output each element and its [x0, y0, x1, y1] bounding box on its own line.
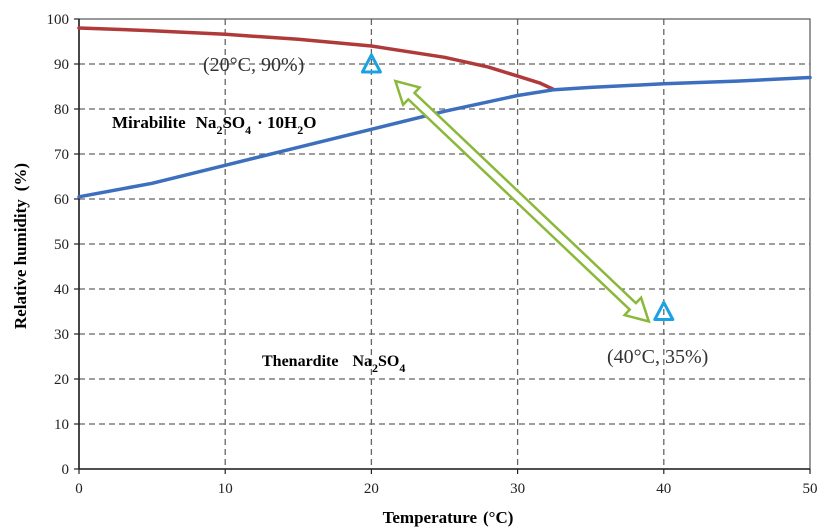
y-tick-labels: 0 10 20 30 40 50 60 70 80 90 100: [47, 12, 70, 478]
thenardite-label: Thenardite Na2SO4: [262, 353, 405, 375]
double-arrow-shape: [393, 79, 651, 324]
mirabilite-name: Mirabilite: [112, 113, 186, 132]
triangle-marker-a: [360, 53, 382, 74]
y-axis-label: Relative humidity: [11, 199, 30, 329]
mirabilite-formula-o: O: [303, 113, 316, 132]
x-tick-label: 30: [510, 481, 525, 497]
y-tick-label: 60: [54, 192, 69, 208]
triangle-marker-b: [653, 301, 675, 321]
mirabilite-formula-sub2: 4: [245, 123, 251, 137]
y-axis-unit: (%): [11, 163, 30, 191]
x-tick-label: 50: [803, 481, 818, 497]
x-axis-title: Temperature (°C): [383, 508, 514, 527]
thenardite-formula-so: SO: [378, 353, 399, 370]
y-tick-label: 20: [54, 372, 69, 388]
thenardite-formula-na: Na: [352, 353, 372, 370]
series-line-1: [77, 26, 556, 92]
y-tick-label: 50: [54, 237, 69, 253]
x-axis-unit: (°C): [483, 508, 513, 527]
markers: [360, 53, 675, 321]
y-tick-label: 70: [54, 147, 69, 163]
x-tick-label: 20: [364, 481, 379, 497]
y-tick-label: 100: [47, 12, 70, 28]
annotation-point-b: (40°C, 35%): [607, 346, 708, 368]
grid-lines: [79, 19, 810, 469]
y-tick-label: 30: [54, 327, 69, 343]
x-tick-labels: 0 10 20 30 40 50: [75, 481, 817, 497]
y-tick-label: 40: [54, 282, 69, 298]
y-axis-title: Relative humidity (%): [11, 163, 30, 329]
x-tick-label: 40: [656, 481, 671, 497]
axes: [74, 18, 811, 474]
mirabilite-formula-sub3: 2: [297, 123, 303, 137]
mirabilite-label: Mirabilite Na2SO4 · 10H2O: [112, 113, 317, 137]
annotation-point-a: (20°C, 90%): [203, 54, 304, 76]
series-line-2: [77, 75, 812, 199]
x-tick-label: 0: [75, 481, 83, 497]
mirabilite-formula-water: · 10H: [257, 113, 297, 132]
mirabilite-formula-so: SO: [222, 113, 245, 132]
x-tick-label: 10: [218, 481, 233, 497]
y-tick-label: 80: [54, 102, 69, 118]
mirabilite-formula-na: Na: [196, 113, 217, 132]
thenardite-formula-sub2: 4: [399, 361, 405, 375]
y-tick-label: 0: [62, 462, 70, 478]
mirabilite-formula-sub1: 2: [216, 123, 222, 137]
thenardite-name: Thenardite: [262, 353, 338, 370]
y-tick-label: 90: [54, 57, 69, 73]
thenardite-formula-sub1: 2: [372, 361, 378, 375]
double-arrow: [393, 79, 651, 324]
y-tick-label: 10: [54, 417, 69, 433]
x-axis-label: Temperature: [383, 508, 478, 527]
series-lines: [77, 26, 812, 199]
